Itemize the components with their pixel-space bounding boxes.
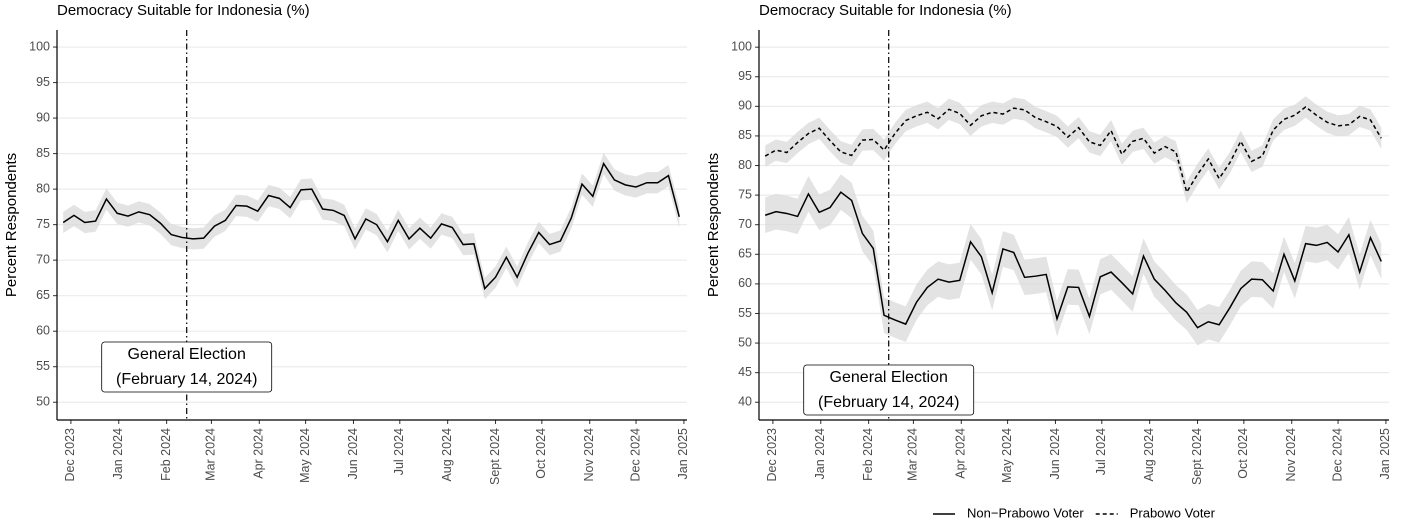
x-tick-label: Jan 2024 [111, 428, 125, 479]
annotation-text: (February 14, 2024) [818, 394, 959, 411]
y-tick-label: 40 [738, 395, 752, 409]
x-tick-label: May 2024 [298, 428, 312, 483]
y-axis-label: Percent Respondents [3, 153, 20, 297]
panel: Democracy Suitable for Indonesia (%) Perc… [3, 2, 690, 485]
y-tick-label: 55 [36, 359, 50, 373]
y-axis-label: Percent Respondents [705, 153, 722, 297]
y-tick-label: 95 [36, 75, 50, 89]
y-tick-label: 60 [36, 323, 50, 337]
legend-label: Prabowo Voter [1130, 505, 1216, 520]
y-tick-label: 65 [738, 247, 752, 261]
line-series [764, 105, 1382, 195]
annotation-text: (February 14, 2024) [116, 371, 257, 388]
line-series [62, 161, 681, 291]
y-tick-label: 85 [738, 128, 752, 142]
x-tick-label: Mar 2024 [204, 428, 218, 481]
x-tick-label: Apr 2024 [252, 428, 266, 479]
x-tick-label: Jun 2024 [346, 428, 360, 479]
y-tick-label: 90 [738, 99, 752, 113]
x-tick-label: Mar 2024 [906, 428, 920, 481]
legend: Non−Prabowo Voter Prabowo Voter [933, 505, 1216, 520]
x-tick-label: Sept 2024 [1190, 428, 1204, 485]
x-tick-label: Aug 2024 [1142, 428, 1156, 482]
x-tick-label: May 2024 [1000, 428, 1014, 483]
y-tick-label: 70 [36, 252, 50, 266]
x-tick-label: Feb 2024 [861, 428, 875, 481]
x-tick-label: Dec 2023 [765, 428, 779, 482]
y-tick-label: 50 [738, 335, 752, 349]
y-tick-label: 70 [738, 217, 752, 231]
y-tick-label: 50 [36, 395, 50, 409]
confidence-band [765, 96, 1382, 203]
y-tick-label: 65 [36, 288, 50, 302]
x-tick-label: Jul 2024 [1094, 428, 1108, 475]
y-tick-label: 85 [36, 146, 50, 160]
y-tick-label: 75 [738, 187, 752, 201]
annotation-box [101, 341, 273, 393]
y-tick-label: 100 [29, 39, 50, 53]
y-tick-label: 95 [738, 69, 752, 83]
x-tick-label: Jun 2024 [1048, 428, 1062, 479]
x-tick-label: Jan 2025 [676, 428, 690, 479]
x-tick-label: Aug 2024 [440, 428, 454, 482]
x-tick-label: Sept 2024 [488, 428, 502, 485]
y-tick-label: 75 [36, 217, 50, 231]
panel: Democracy Suitable for Indonesia (%) Perc… [705, 2, 1392, 520]
x-tick-label: Nov 2024 [582, 428, 596, 482]
y-tick-label: 100 [731, 39, 752, 53]
x-tick-label: Dec 2024 [628, 428, 642, 482]
x-tick-label: Jan 2025 [1378, 428, 1392, 479]
annotation-text: General Election [830, 369, 948, 386]
y-tick-label: 60 [738, 276, 752, 290]
x-tick-label: Dec 2024 [1330, 428, 1344, 482]
x-tick-label: Apr 2024 [954, 428, 968, 479]
chart-title: Democracy Suitable for Indonesia (%) [57, 2, 310, 19]
x-tick-label: Dec 2023 [63, 428, 77, 482]
line-series [764, 191, 1382, 329]
confidence-band [765, 174, 1382, 346]
x-tick-label: Nov 2024 [1284, 428, 1298, 482]
x-tick-label: Feb 2024 [159, 428, 173, 481]
y-tick-label: 90 [36, 110, 50, 124]
legend-label: Non−Prabowo Voter [967, 505, 1084, 520]
y-tick-label: 55 [738, 306, 752, 320]
y-tick-label: 45 [738, 365, 752, 379]
y-tick-label: 80 [36, 181, 50, 195]
x-tick-label: Jul 2024 [392, 428, 406, 475]
x-tick-label: Oct 2024 [534, 428, 548, 479]
confidence-band [63, 152, 680, 300]
chart-title: Democracy Suitable for Indonesia (%) [759, 2, 1012, 19]
x-tick-label: Jan 2024 [813, 428, 827, 479]
annotation-box [803, 364, 975, 416]
x-tick-label: Oct 2024 [1236, 428, 1250, 479]
y-tick-label: 80 [738, 158, 752, 172]
annotation-text: General Election [128, 346, 246, 363]
